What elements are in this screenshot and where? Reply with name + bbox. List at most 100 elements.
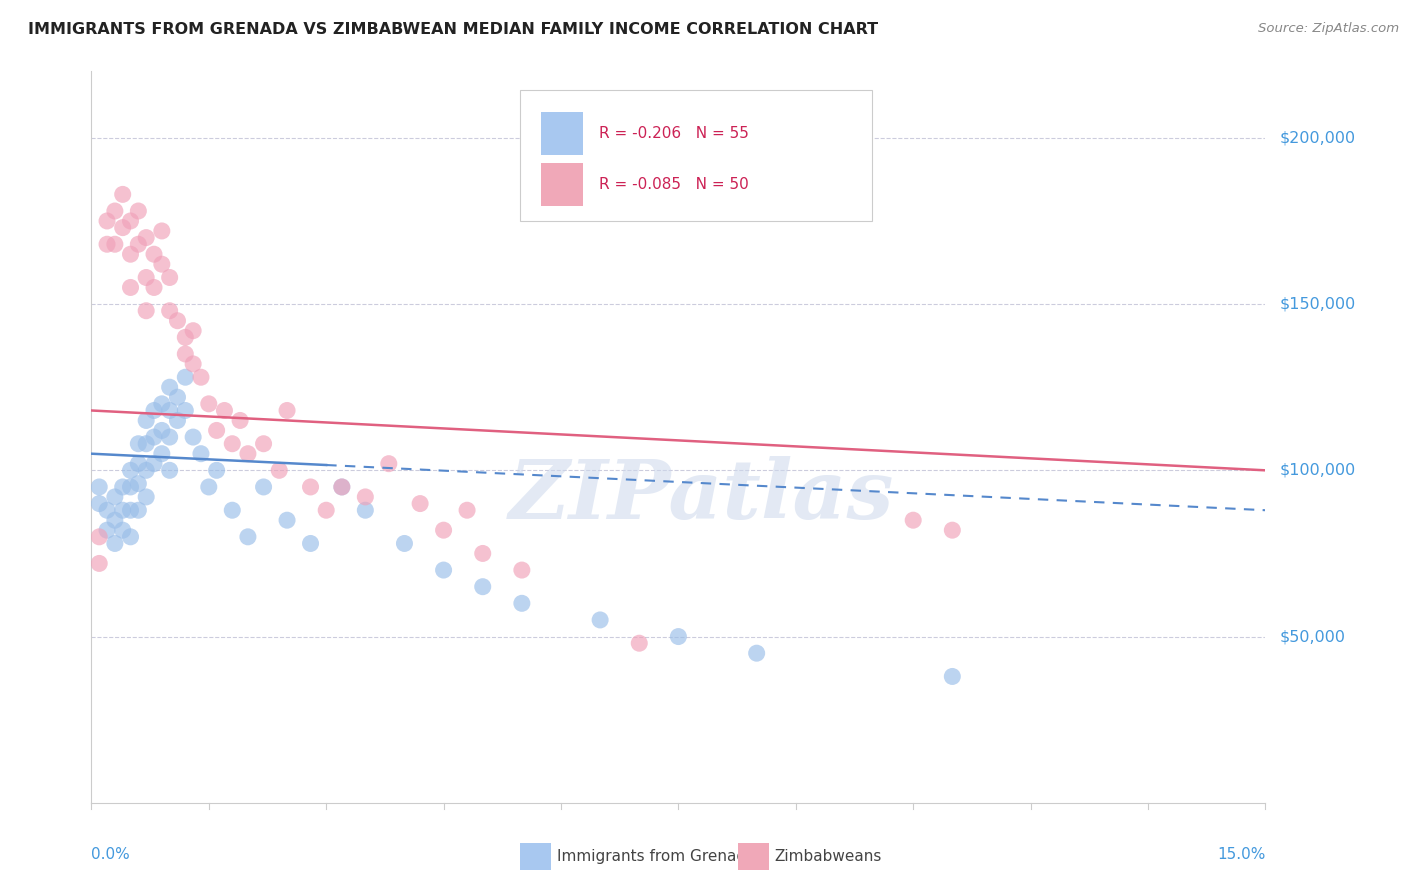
Point [205,463,228,477]
Point [150,257,173,271]
Point [150,424,173,438]
Point [197,480,219,494]
Point [135,270,157,285]
Point [127,503,149,517]
Point [221,503,243,517]
Point [229,413,252,427]
Point [409,497,432,511]
Point [276,403,298,417]
Point [89,497,111,511]
Point [111,503,134,517]
Point [159,380,181,394]
Point [89,557,111,571]
Point [143,280,166,294]
Point [901,513,924,527]
Point [315,503,337,517]
Point [104,237,127,252]
Point [120,480,142,494]
Point [143,430,166,444]
Point [135,303,157,318]
Point [135,413,157,427]
Point [471,546,494,560]
Point [166,413,188,427]
Point [159,403,181,417]
Point [120,503,142,517]
Text: ZIPatlas: ZIPatlas [509,456,894,535]
Point [330,480,353,494]
Point [236,447,259,461]
Text: 15.0%: 15.0% [1218,847,1265,862]
Point [214,403,236,417]
Point [330,480,353,494]
Point [354,503,377,517]
Point [111,220,134,235]
Text: R = -0.085   N = 50: R = -0.085 N = 50 [599,178,748,193]
Point [159,270,181,285]
Point [181,324,204,338]
Point [127,204,149,219]
Point [111,187,134,202]
Point [127,476,149,491]
Point [166,390,188,404]
Point [150,447,173,461]
Point [96,214,118,228]
Point [221,436,243,450]
Point [135,463,157,477]
Point [181,357,204,371]
Point [197,397,219,411]
FancyBboxPatch shape [541,163,583,206]
Point [104,204,127,219]
Point [299,536,322,550]
Point [127,457,149,471]
Point [190,447,212,461]
Point [89,530,111,544]
Point [299,480,322,494]
Point [104,513,127,527]
Point [135,436,157,450]
Point [127,237,149,252]
Point [120,280,142,294]
Point [628,636,651,650]
Point [96,523,118,537]
Point [276,513,298,527]
Point [432,563,454,577]
Point [127,436,149,450]
Point [174,370,197,384]
Point [135,230,157,244]
Point [190,370,212,384]
Point [111,523,134,537]
Point [111,480,134,494]
Point [174,330,197,344]
FancyBboxPatch shape [520,90,872,221]
Point [941,523,963,537]
FancyBboxPatch shape [541,112,583,155]
Text: $150,000: $150,000 [1279,297,1355,311]
Point [159,430,181,444]
Point [120,463,142,477]
Point [205,424,228,438]
Text: R = -0.206   N = 55: R = -0.206 N = 55 [599,126,748,141]
Text: Immigrants from Grenada: Immigrants from Grenada [557,849,755,863]
Text: Source: ZipAtlas.com: Source: ZipAtlas.com [1258,22,1399,36]
Point [166,314,188,328]
Text: 0.0%: 0.0% [91,847,131,862]
Point [269,463,291,477]
Point [456,503,478,517]
Point [252,436,274,450]
Point [432,523,454,537]
Point [471,580,494,594]
Point [252,480,274,494]
Point [143,403,166,417]
Point [143,247,166,261]
Point [135,490,157,504]
Point [941,669,963,683]
Point [120,247,142,261]
Text: $50,000: $50,000 [1279,629,1346,644]
Point [159,463,181,477]
Point [89,480,111,494]
Point [143,457,166,471]
Point [150,397,173,411]
Point [159,303,181,318]
Point [354,490,377,504]
Point [96,237,118,252]
